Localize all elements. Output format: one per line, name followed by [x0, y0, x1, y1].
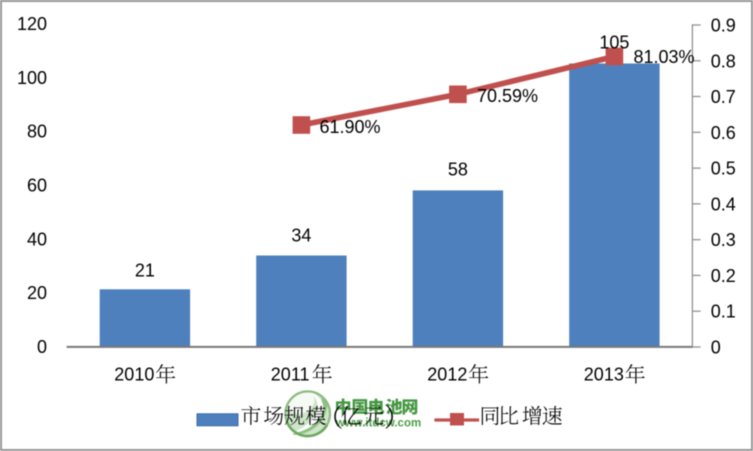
svg-text:58: 58 [448, 160, 468, 180]
svg-text:0.1: 0.1 [711, 302, 736, 322]
svg-text:40: 40 [27, 229, 47, 249]
svg-text:80: 80 [27, 122, 47, 142]
svg-text:0.3: 0.3 [711, 230, 736, 250]
svg-text:100: 100 [17, 68, 47, 88]
svg-text:0: 0 [37, 337, 47, 357]
svg-text:120: 120 [17, 14, 47, 34]
svg-text:0.9: 0.9 [711, 15, 736, 35]
svg-text:34: 34 [291, 226, 311, 246]
svg-text:0.2: 0.2 [711, 266, 736, 286]
svg-text:0.6: 0.6 [711, 123, 736, 143]
svg-text:0.5: 0.5 [711, 159, 736, 179]
svg-text:70.59%: 70.59% [477, 86, 538, 106]
svg-text:2012: 2012 [427, 364, 467, 384]
svg-text:60: 60 [27, 176, 47, 196]
svg-text:2010: 2010 [114, 364, 154, 384]
svg-text:2013: 2013 [584, 364, 624, 384]
svg-text:2011: 2011 [271, 364, 310, 384]
svg-text:105: 105 [599, 33, 629, 53]
svg-text:0.7: 0.7 [711, 87, 736, 107]
svg-text:0.4: 0.4 [711, 194, 736, 214]
svg-text:61.90%: 61.90% [320, 117, 381, 137]
svg-text:20: 20 [27, 283, 47, 303]
svg-text:81.03%: 81.03% [634, 47, 695, 67]
svg-text:0: 0 [711, 338, 721, 358]
svg-text:0.8: 0.8 [711, 51, 736, 71]
svg-text:21: 21 [135, 261, 155, 281]
